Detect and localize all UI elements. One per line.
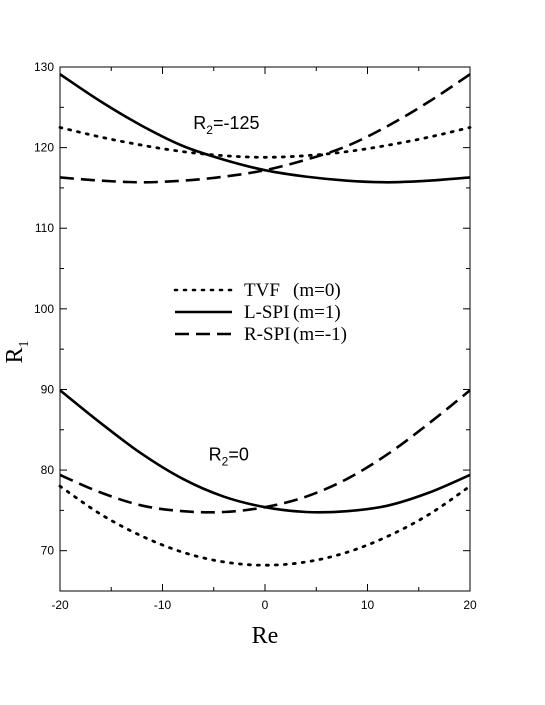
y-tick-label: 100 bbox=[34, 302, 54, 316]
annotation-r2-0: R2=-125 bbox=[193, 113, 259, 137]
series-tvf-r2-125 bbox=[58, 126, 472, 159]
x-tick-label: -20 bbox=[51, 598, 69, 612]
curves-layer bbox=[58, 73, 472, 567]
legend: TVF (m=0)L-SPI (m=1)R-SPI (m=-1) bbox=[173, 280, 347, 345]
ticks-layer bbox=[59, 66, 471, 591]
y-tick-label: 110 bbox=[35, 221, 54, 235]
legend-label-tvf: TVF bbox=[244, 280, 280, 301]
x-axis-title: Re bbox=[252, 623, 279, 649]
annotation-r2-1: R2=0 bbox=[209, 444, 249, 468]
tick-labels-layer: -20 -10 0 10 20 70 80 90 100 110 120 130 bbox=[34, 60, 477, 612]
y-axis-title-sub: 1 bbox=[17, 340, 32, 347]
y-tick-label: 130 bbox=[34, 60, 54, 74]
series-r-spi-r2-0 bbox=[59, 389, 471, 514]
legend-label-l-spi: L-SPI bbox=[244, 302, 289, 323]
y-tick-label: 120 bbox=[34, 141, 54, 155]
y-axis-title-main: R bbox=[2, 347, 28, 363]
legend-label-r-spi: R-SPI bbox=[244, 324, 290, 345]
x-tick-label: -10 bbox=[154, 598, 172, 612]
series-l-spi-r2-125 bbox=[59, 73, 471, 184]
x-tick-label: 20 bbox=[463, 598, 477, 612]
series-tvf-r2-0 bbox=[58, 484, 472, 567]
y-tick-label: 80 bbox=[41, 463, 55, 477]
series-l-spi-r2-0 bbox=[59, 389, 471, 514]
legend-mode-l-spi: (m=1) bbox=[293, 302, 341, 323]
legend-mode-tvf: (m=0) bbox=[293, 280, 341, 301]
x-tick-label: 10 bbox=[361, 598, 375, 612]
y-tick-label: 90 bbox=[41, 382, 55, 396]
legend-mode-r-spi: (m=-1) bbox=[293, 324, 347, 345]
y-axis-title: R1 bbox=[2, 340, 32, 363]
annotations-layer: R2=-125 R2=0 bbox=[193, 113, 259, 468]
x-tick-label: 0 bbox=[262, 598, 269, 612]
series-r-spi-r2-125 bbox=[59, 73, 471, 184]
y-tick-label: 70 bbox=[41, 544, 55, 558]
